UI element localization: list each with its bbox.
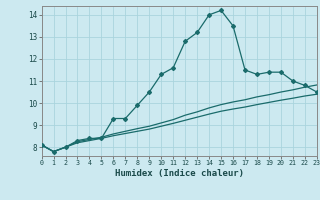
X-axis label: Humidex (Indice chaleur): Humidex (Indice chaleur) [115,169,244,178]
